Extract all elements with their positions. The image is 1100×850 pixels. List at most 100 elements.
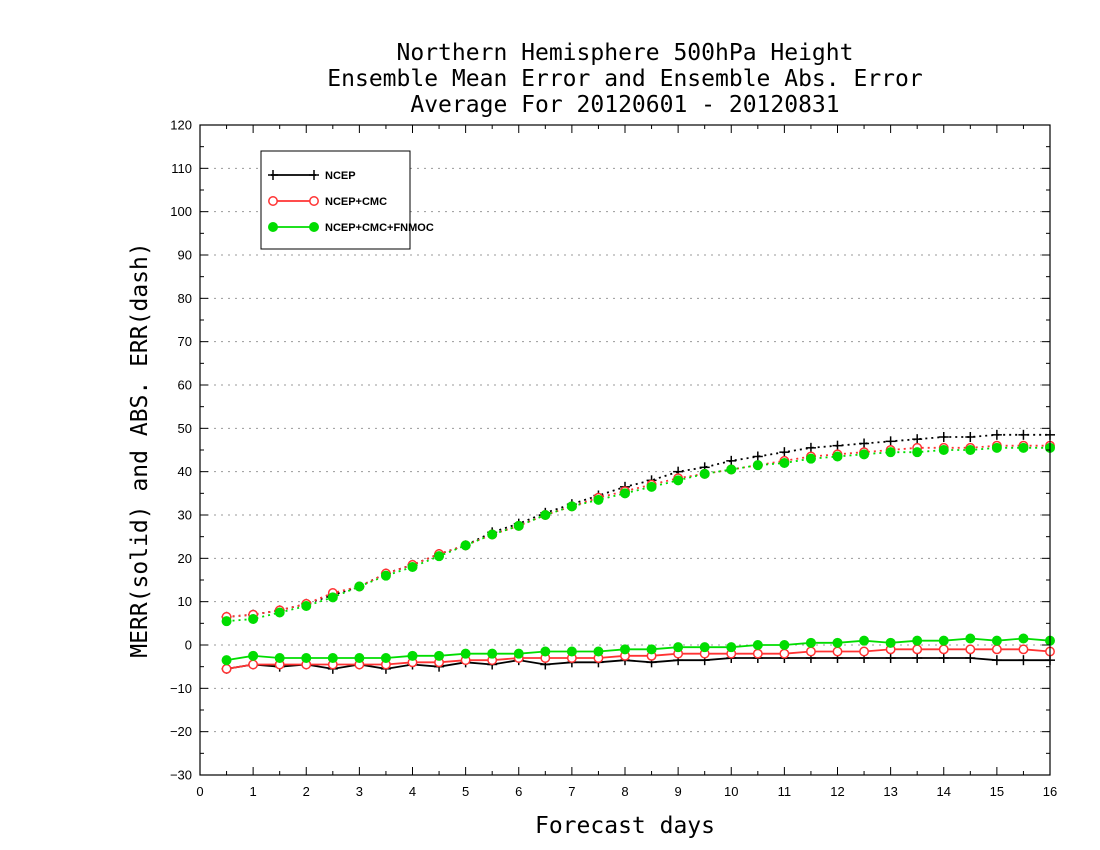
chart-title: Northern Hemisphere 500hPa HeightEnsembl… xyxy=(327,40,922,118)
abs-error-point xyxy=(832,451,843,462)
mean-error-point xyxy=(301,653,312,663)
mean-error-point xyxy=(991,635,1002,646)
x-tick-label: 1 xyxy=(250,784,257,799)
abs-error-point xyxy=(327,592,338,603)
mean-error-point xyxy=(327,653,338,663)
legend-box xyxy=(260,150,411,250)
mean-error-point xyxy=(965,633,976,644)
abs-error-point xyxy=(938,432,949,442)
legend: NCEP NCEP+CMC NCEP+CMC+FNMOC xyxy=(260,150,434,250)
y-tick-label: 70 xyxy=(178,334,192,349)
legend-marker xyxy=(268,196,278,206)
x-tick-label: 15 xyxy=(990,784,1004,799)
mean-error-point xyxy=(274,653,285,663)
abs-error-point xyxy=(805,453,816,464)
mean-error-point xyxy=(593,646,604,657)
mean-error-point xyxy=(938,644,949,655)
legend-marker xyxy=(309,222,319,232)
abs-error-point xyxy=(646,481,657,492)
mean-error-point xyxy=(354,653,365,663)
mean-error-point xyxy=(248,659,259,670)
series-layer xyxy=(221,429,1055,674)
abs-error-point xyxy=(752,460,763,471)
abs-error-point xyxy=(221,616,232,627)
y-tick-label: 110 xyxy=(171,161,192,176)
x-tick-label: 7 xyxy=(568,784,575,799)
y-axis-label: MERR(solid) and ABS. ERR(dash) xyxy=(127,242,153,657)
abs-error-point xyxy=(938,445,949,455)
mean-error-point xyxy=(752,648,763,659)
legend-marker xyxy=(309,196,319,206)
abs-error-point xyxy=(301,601,312,611)
abs-error-point xyxy=(620,488,630,499)
x-tick-label: 4 xyxy=(409,784,416,799)
mean-error-point xyxy=(859,635,870,646)
x-tick-label: 12 xyxy=(830,784,844,799)
y-tick-label: −30 xyxy=(170,768,192,783)
mean-error-point xyxy=(646,644,657,655)
x-tick-label: 13 xyxy=(883,784,897,799)
abs-error-point xyxy=(805,442,816,453)
abs-error-point xyxy=(248,614,259,624)
abs-error-point xyxy=(752,451,763,462)
legend-label: NCEP+CMC+FNMOC xyxy=(325,222,434,234)
mean-error-point xyxy=(1018,633,1029,644)
chart-title-line-1: Northern Hemisphere 500hPa Height xyxy=(397,40,854,66)
mean-error-point xyxy=(912,653,923,663)
abs-error-point xyxy=(885,436,896,447)
abs-error-point xyxy=(859,438,870,449)
abs-error-point xyxy=(1018,442,1029,453)
mean-error-point xyxy=(965,644,976,655)
mean-error-point xyxy=(938,653,949,663)
legend-label: NCEP+CMC xyxy=(325,196,387,208)
y-tick-label: 10 xyxy=(178,594,192,609)
x-tick-label: 16 xyxy=(1043,784,1057,799)
abs-error-point xyxy=(779,447,790,458)
abs-error-point xyxy=(859,449,870,460)
abs-error-point xyxy=(274,607,285,618)
abs-error-point xyxy=(354,581,365,592)
mean-error-point xyxy=(779,640,790,650)
abs-error-point xyxy=(566,501,577,512)
mean-error-point xyxy=(832,646,843,657)
abs-error-point xyxy=(912,434,923,445)
mean-error-point xyxy=(513,648,524,659)
x-tick-label: 5 xyxy=(462,784,469,799)
y-tick-label: 40 xyxy=(178,464,192,479)
mean-error-point xyxy=(752,640,763,650)
abs-error-point xyxy=(726,464,737,475)
y-tick-label: 80 xyxy=(178,291,192,306)
mean-error-point xyxy=(859,646,870,657)
abs-error-line xyxy=(226,446,1050,623)
y-tick-label: 20 xyxy=(178,551,192,566)
abs-error-point xyxy=(460,540,471,551)
mean-error-point xyxy=(832,637,843,648)
y-tick-label: 90 xyxy=(178,248,192,263)
y-tick-label: −10 xyxy=(170,681,192,696)
abs-error-point xyxy=(726,455,737,466)
series-ncep xyxy=(221,429,1055,674)
y-tick-label: 100 xyxy=(170,204,192,219)
mean-error-point xyxy=(487,648,498,659)
legend-marker xyxy=(268,170,278,180)
legend-marker xyxy=(268,222,278,232)
mean-error-point xyxy=(885,637,896,648)
mean-error-point xyxy=(566,646,577,657)
mean-error-point xyxy=(726,642,737,653)
series-ncep-cmc-fnmoc xyxy=(221,442,1055,666)
abs-error-point xyxy=(593,494,604,505)
mean-error-point xyxy=(673,642,684,653)
mean-error-point xyxy=(380,653,391,663)
abs-error-point xyxy=(434,551,445,562)
mean-error-point xyxy=(1018,655,1029,666)
abs-error-point xyxy=(779,458,790,468)
mean-error-point xyxy=(540,646,551,657)
abs-error-point xyxy=(965,432,976,442)
abs-error-point xyxy=(487,529,498,540)
abs-error-point xyxy=(1018,429,1029,440)
abs-error-point xyxy=(540,510,551,520)
abs-error-point xyxy=(380,570,391,581)
mean-error-point xyxy=(991,644,1002,655)
mean-error-point xyxy=(805,637,816,648)
legend-entry-3: NCEP+CMC+FNMOC xyxy=(268,222,434,234)
